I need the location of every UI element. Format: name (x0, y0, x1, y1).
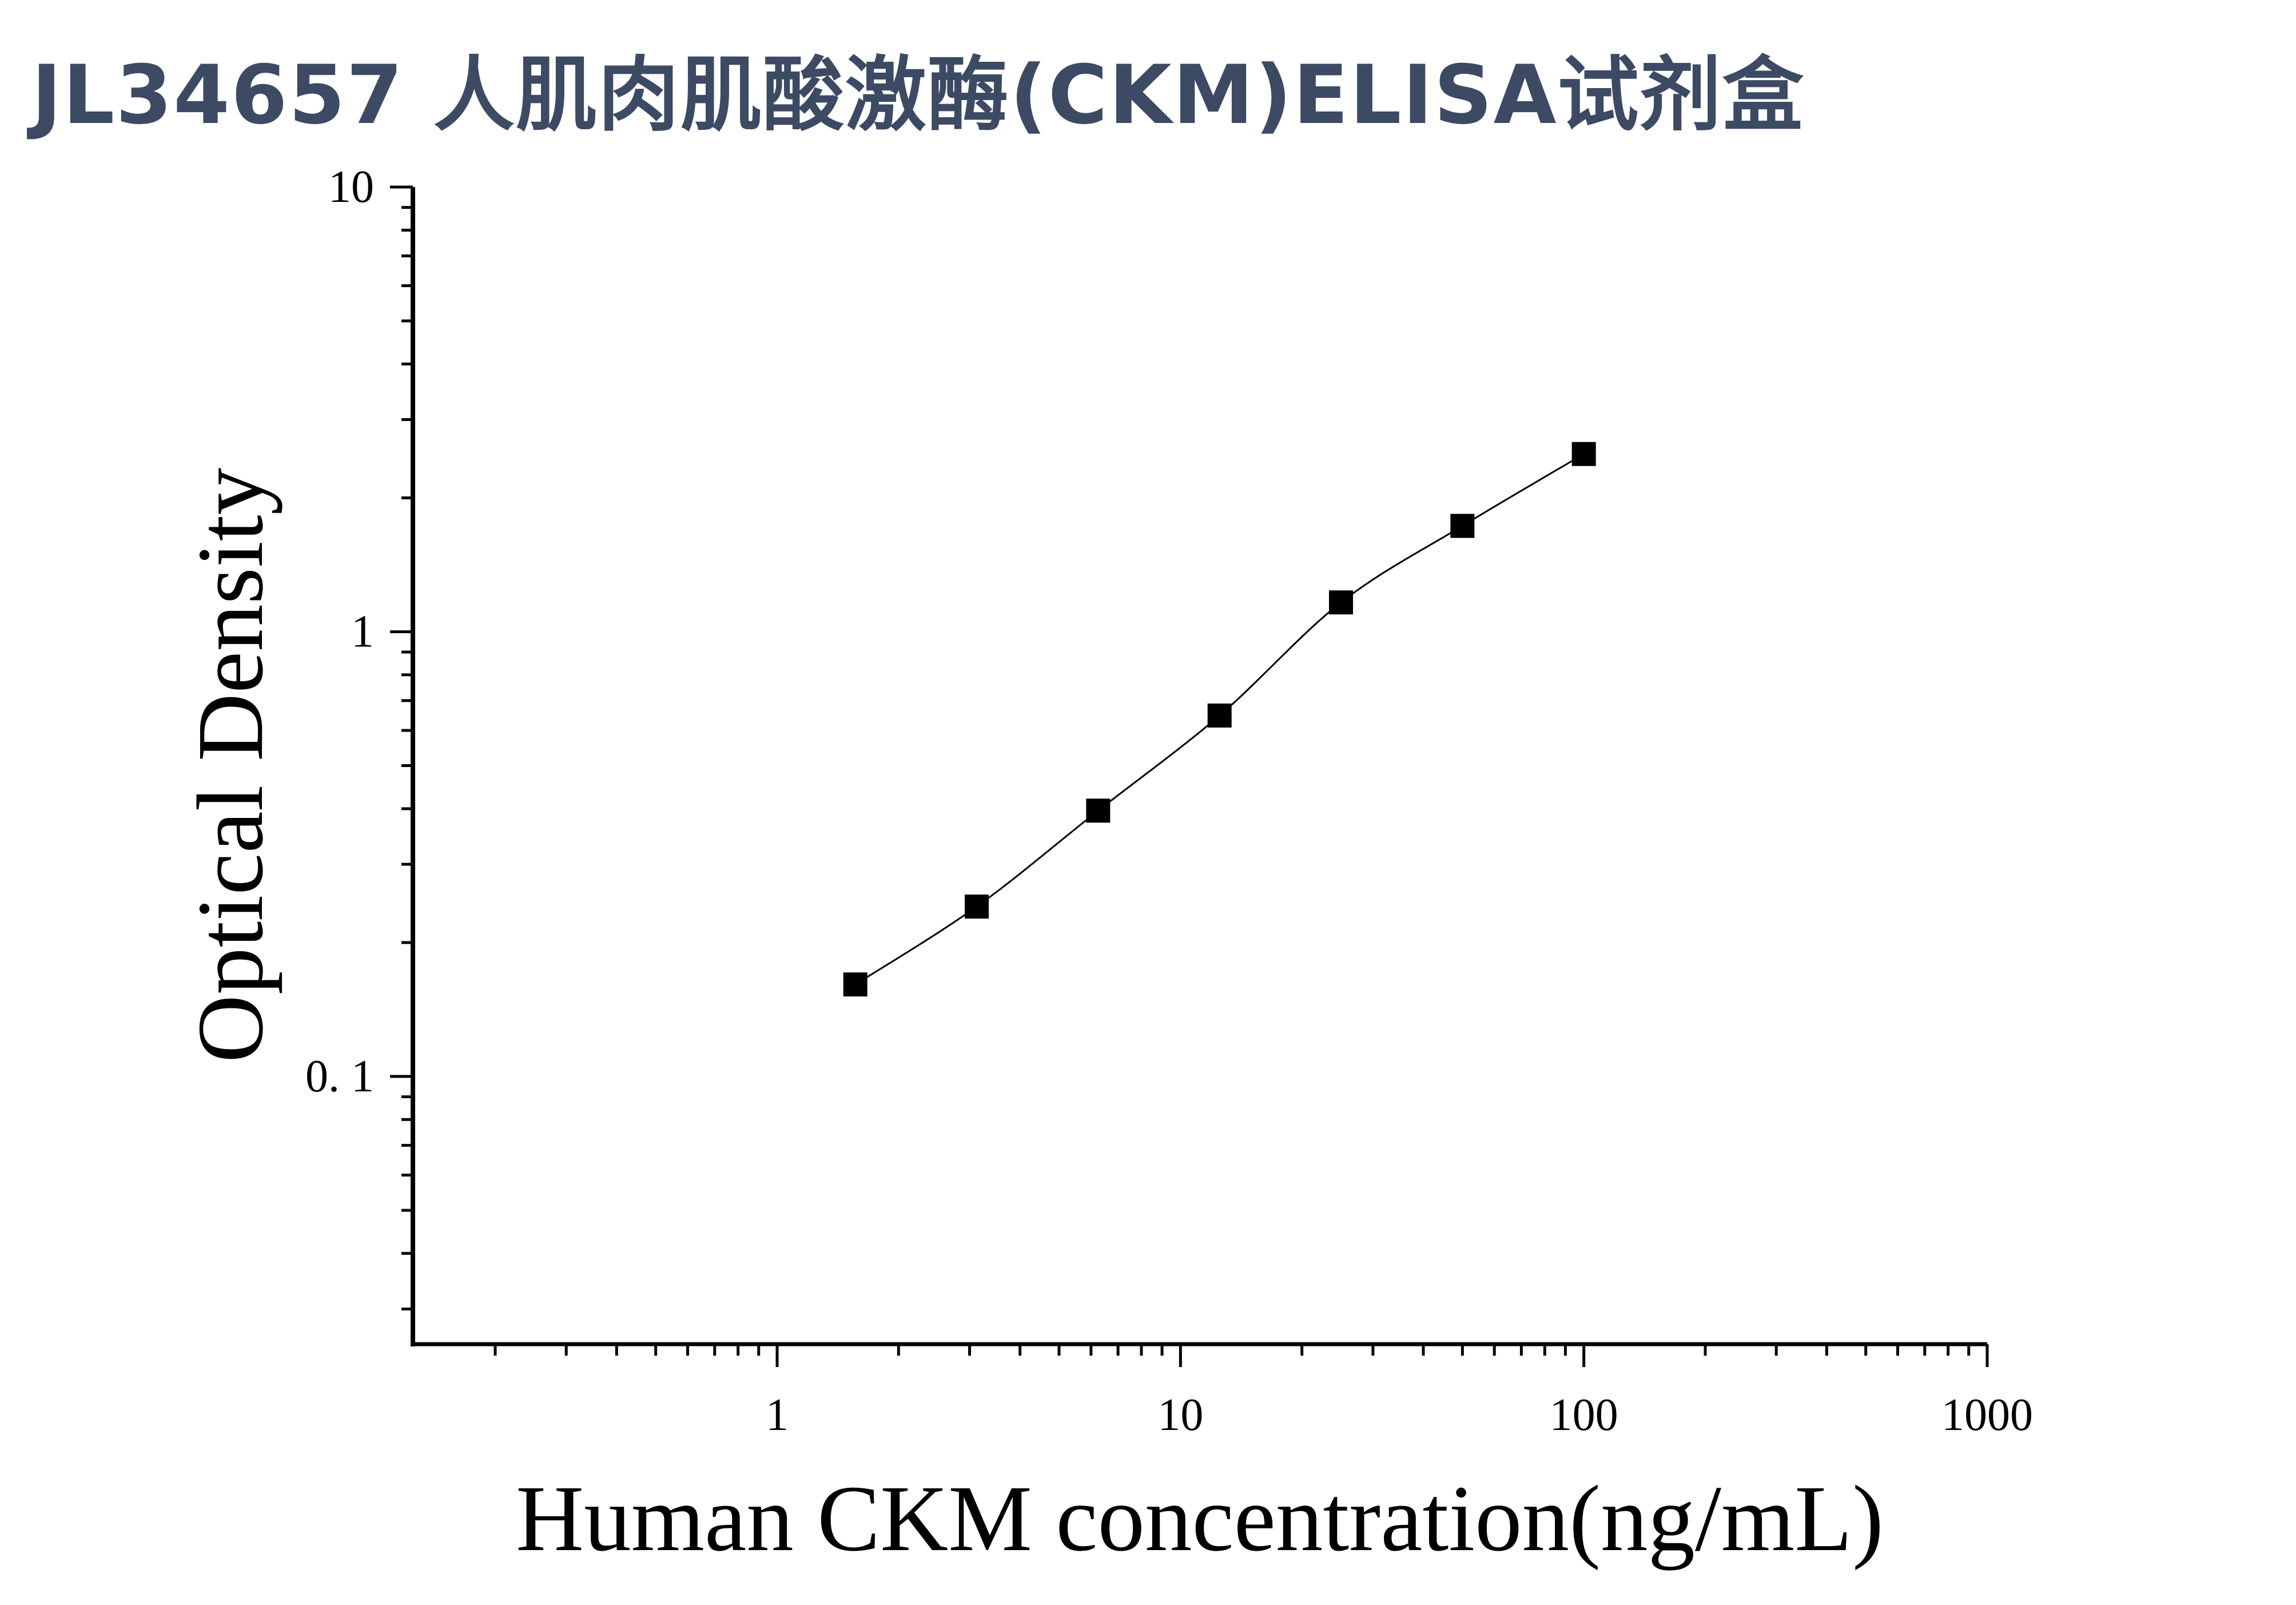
x-tick-label: 100 (1550, 1390, 1618, 1440)
data-point (843, 972, 868, 997)
data-point (1207, 703, 1232, 728)
y-tick-label: 0. 1 (305, 1051, 374, 1102)
data-point (1329, 590, 1354, 615)
x-tick-label: 10 (1157, 1390, 1203, 1440)
y-tick-label: 10 (328, 162, 374, 212)
data-point (1086, 798, 1111, 823)
data-point (965, 894, 989, 919)
x-tick-label: 1 (766, 1390, 789, 1440)
data-point (1450, 514, 1475, 538)
x-tick-label: 1000 (1941, 1390, 2033, 1440)
data-point (1571, 442, 1596, 466)
y-axis-label: Optical Density (178, 468, 282, 1063)
chart-title: JL34657 人肌肉肌酸激酶(CKM)ELISA试剂盒 (31, 48, 1805, 142)
y-tick-label: 1 (351, 606, 374, 657)
x-axis-label: Human CKM concentration(ng/mL) (516, 1466, 1884, 1571)
